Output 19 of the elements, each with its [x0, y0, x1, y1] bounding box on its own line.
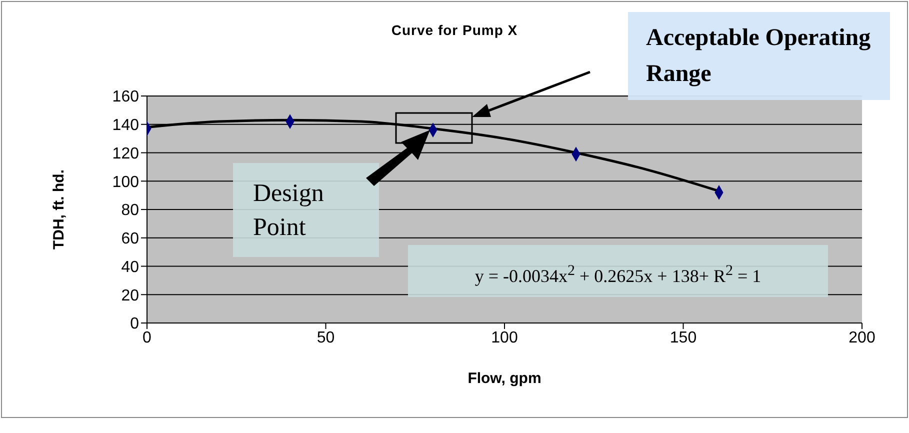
- y-tick-label: 140: [112, 117, 140, 134]
- x-tick-label: 50: [316, 329, 335, 346]
- y-tick-label: 160: [112, 88, 140, 106]
- x-tick-label: 150: [670, 329, 697, 346]
- y-tick-label: 20: [121, 287, 140, 304]
- x-tick-label: 200: [848, 329, 876, 346]
- y-tick-label: 120: [112, 145, 140, 162]
- y-tick-label: 0: [130, 316, 140, 333]
- annotation: Design Point: [253, 179, 325, 243]
- x-tick-label: 100: [491, 329, 518, 346]
- text: Acceptable Operating Range: [646, 24, 872, 89]
- y-tick-label: 80: [121, 202, 140, 220]
- x-tick-label: 0: [142, 329, 152, 346]
- y-tick-label: 40: [121, 258, 140, 276]
- y-tick-label: 100: [112, 174, 140, 191]
- chart-title: Curve for Pump X: [391, 22, 518, 38]
- y-axis-title: TDH, ft. hd.: [50, 170, 68, 250]
- x-axis-title: Flow, gpm: [468, 370, 542, 387]
- y-tick-label: 60: [121, 230, 140, 248]
